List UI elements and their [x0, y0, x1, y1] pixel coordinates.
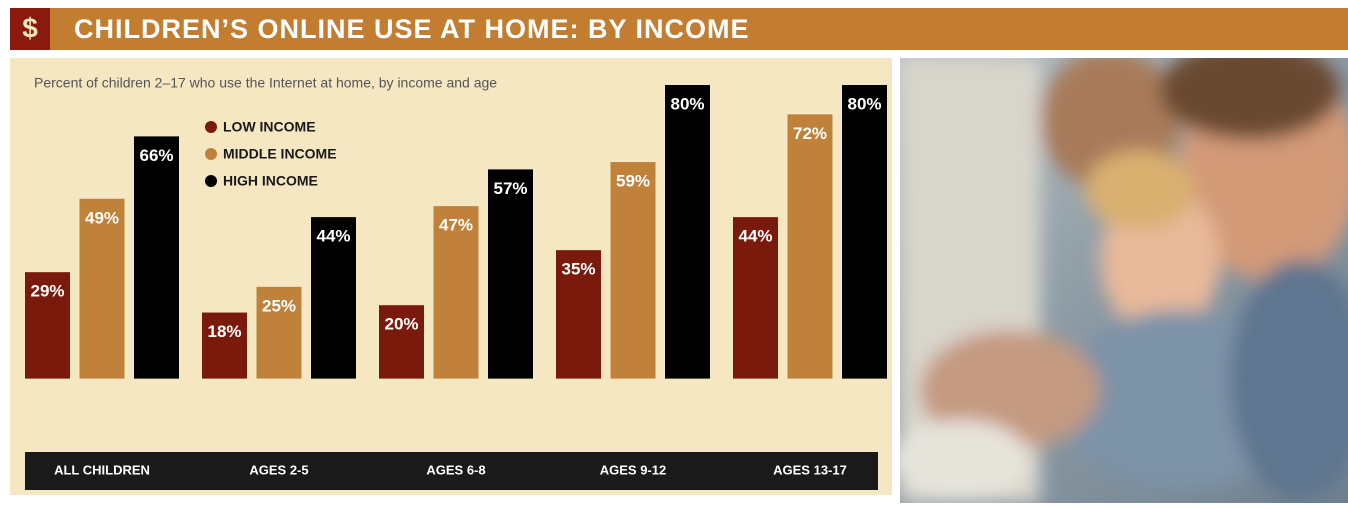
legend-marker: [205, 175, 217, 187]
badge-box: [10, 8, 50, 50]
legend-marker: [205, 148, 217, 160]
bar: [134, 136, 179, 379]
bar: [556, 250, 601, 379]
chart-title: CHILDREN’S ONLINE USE AT HOME: BY INCOME: [74, 14, 750, 44]
bar: [202, 312, 247, 379]
value-label: 44%: [738, 227, 772, 246]
bar: [488, 169, 533, 379]
bar: [433, 206, 479, 379]
bar: [733, 217, 778, 379]
value-label: 18%: [207, 322, 241, 341]
photo: [900, 58, 1348, 503]
bar: [610, 162, 656, 379]
bar: [379, 305, 424, 379]
category-strip: [25, 452, 878, 490]
value-label: 25%: [262, 296, 296, 315]
value-label: 80%: [670, 94, 704, 113]
bar: [842, 85, 887, 379]
x-tick-label: AGES 2-5: [249, 462, 308, 477]
value-label: 72%: [793, 124, 827, 143]
legend-label: LOW INCOME: [223, 119, 316, 135]
value-label: 35%: [561, 260, 595, 279]
bar: [79, 198, 125, 379]
legend-label: HIGH INCOME: [223, 173, 318, 189]
x-tick-label: AGES 9-12: [600, 462, 666, 477]
x-tick-label: AGES 6-8: [426, 462, 485, 477]
value-label: 80%: [847, 94, 881, 113]
value-label: 57%: [493, 179, 527, 198]
bar: [25, 272, 70, 379]
value-label: 49%: [85, 208, 119, 227]
value-label: 20%: [384, 315, 418, 334]
bar: [256, 286, 302, 379]
value-label: 47%: [439, 216, 473, 235]
badge: $: [22, 12, 38, 43]
value-label: 59%: [616, 172, 650, 191]
bar: [665, 85, 710, 379]
value-label: 66%: [139, 146, 173, 165]
x-tick-label: AGES 13-17: [773, 462, 847, 477]
chart-subtitle: Percent of children 2–17 who use the Int…: [34, 75, 497, 91]
value-label: 44%: [316, 227, 350, 246]
x-tick-label: ALL CHILDREN: [54, 462, 150, 477]
bar: [787, 114, 833, 379]
legend-marker: [205, 121, 217, 133]
legend-label: MIDDLE INCOME: [223, 146, 337, 162]
header-bar: [10, 8, 1348, 50]
bar: [311, 217, 356, 379]
value-label: 29%: [30, 282, 64, 301]
